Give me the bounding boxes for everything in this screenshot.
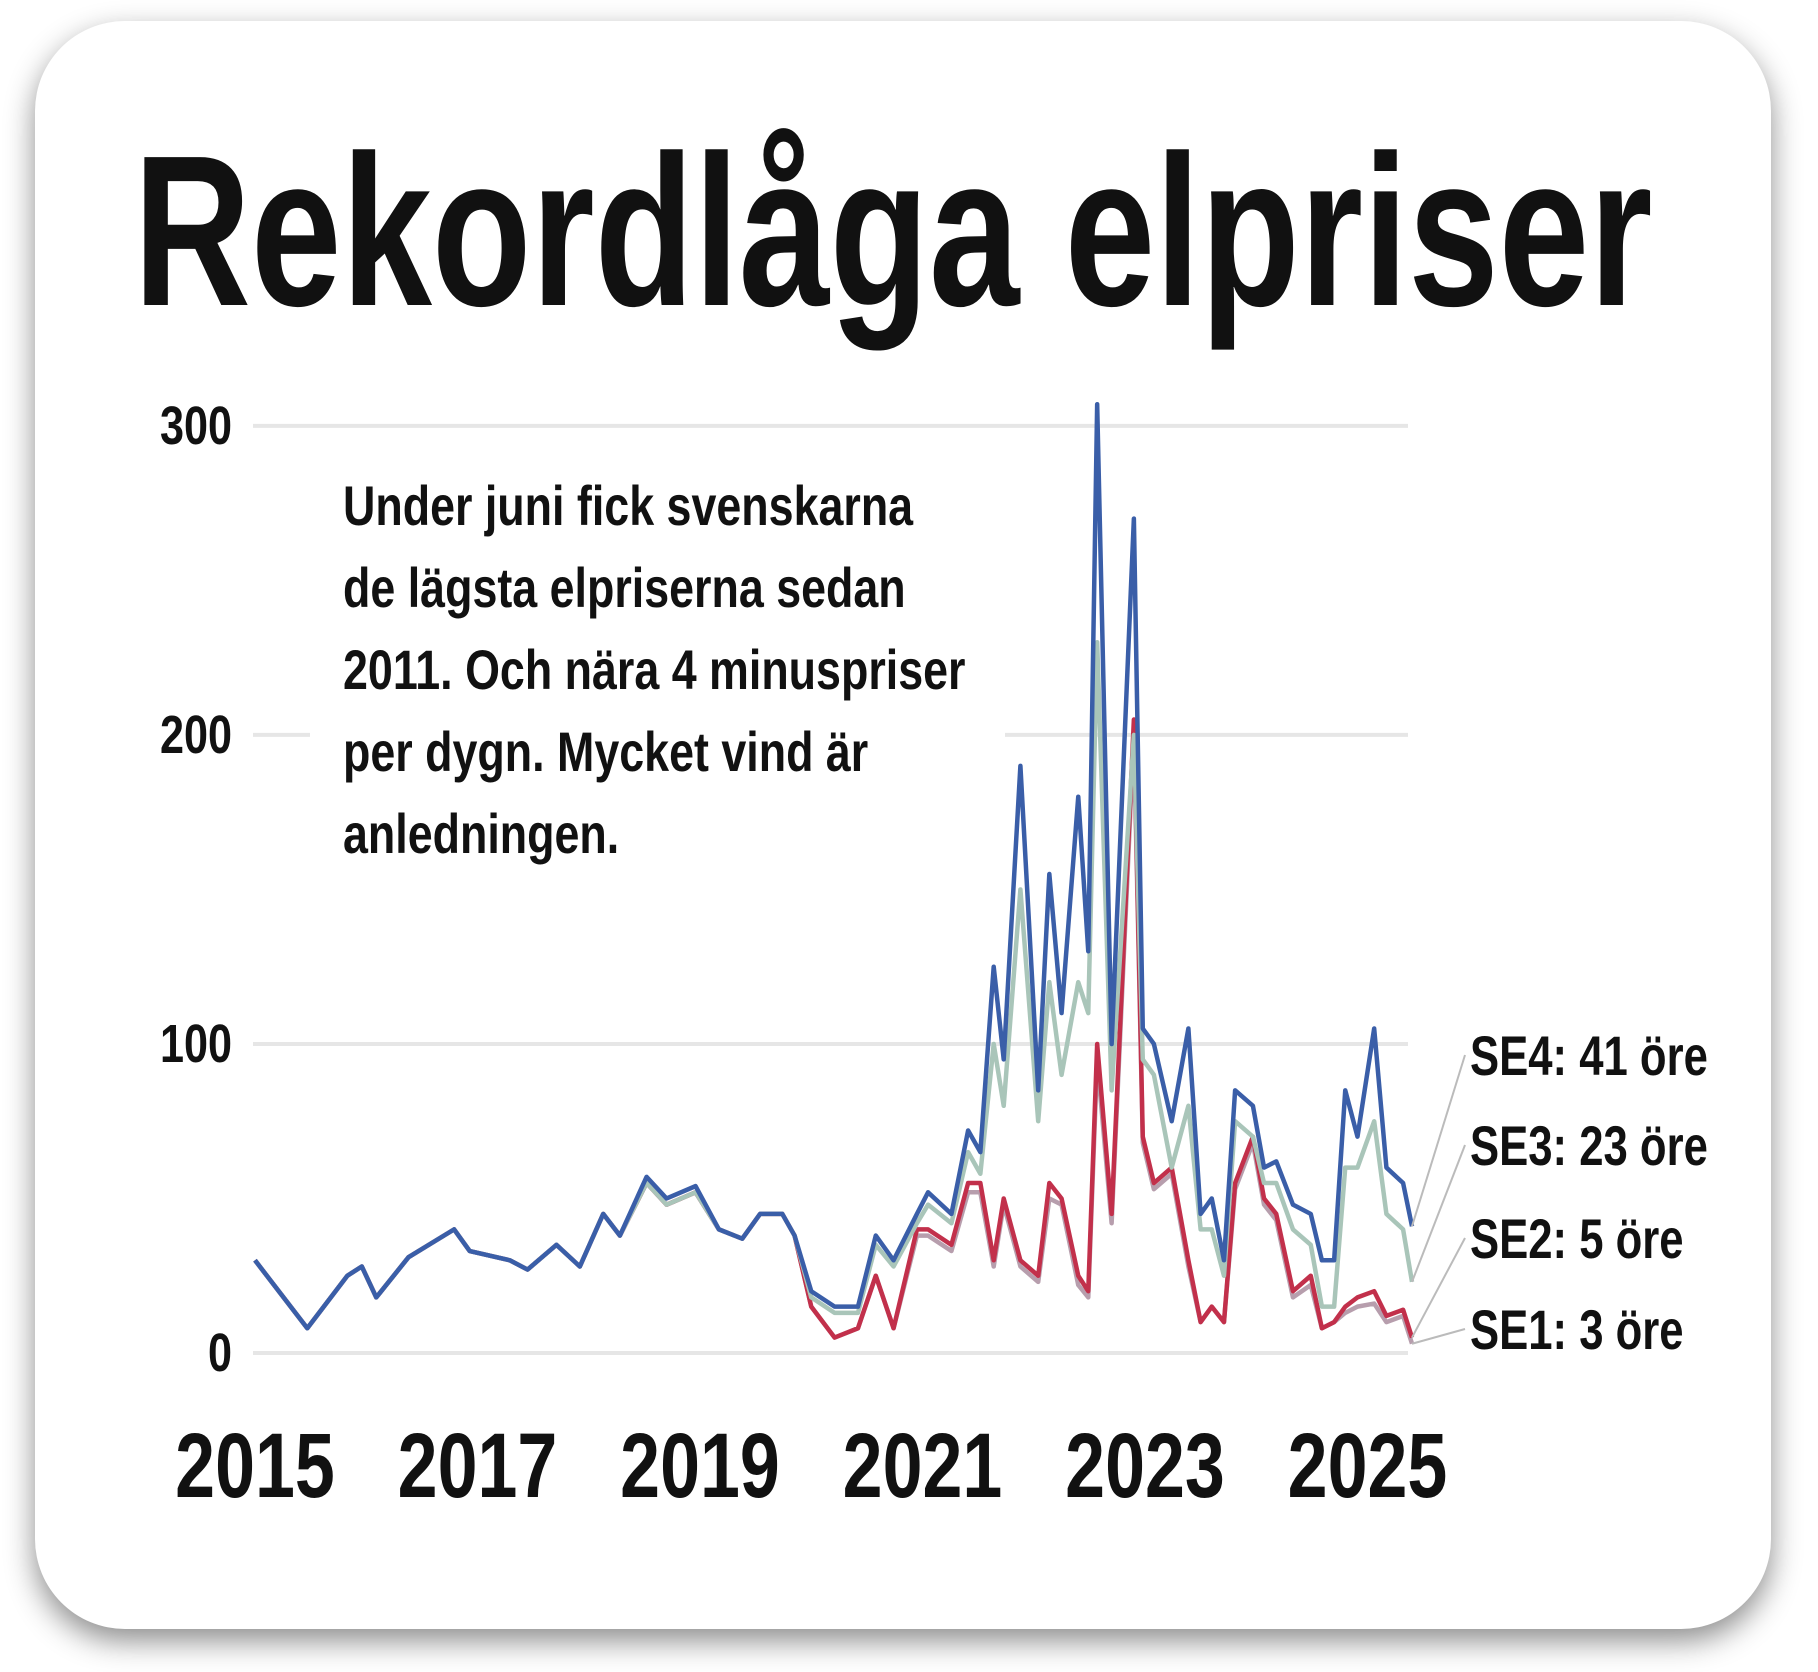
- y-tick-label: 100: [160, 1014, 232, 1074]
- x-tick-label: 2021: [843, 1414, 1003, 1517]
- annotation-line-group: 2011. Och nära 4 minuspriser: [343, 638, 965, 701]
- x-tick-group: 2019: [620, 1414, 780, 1517]
- y-tick-group: 300: [160, 396, 232, 456]
- annotation-line-group: de lägsta elpriserna sedan: [343, 556, 906, 619]
- y-tick-label: 200: [160, 705, 232, 765]
- x-tick-label: 2025: [1288, 1414, 1448, 1517]
- x-tick-label: 2017: [398, 1414, 558, 1517]
- annotation-box: [310, 460, 1005, 870]
- y-tick-label: 300: [160, 396, 232, 456]
- x-tick-group: 2021: [843, 1414, 1003, 1517]
- series-line: [253, 402, 1415, 1331]
- x-tick-label: 2019: [620, 1414, 780, 1517]
- y-tick-group: 100: [160, 1014, 232, 1074]
- x-tick-label: 2023: [1065, 1414, 1225, 1517]
- annotation-line: per dygn. Mycket vind är: [343, 720, 868, 783]
- x-tick-group: 2025: [1288, 1414, 1448, 1517]
- legend-group: SE3: 23 öre: [1470, 1115, 1708, 1177]
- annotation-line-group: per dygn. Mycket vind är: [343, 720, 868, 783]
- legend-label: SE2: 5 öre: [1470, 1208, 1684, 1270]
- x-tick-group: 2017: [398, 1414, 558, 1517]
- annotation-line: Under juni fick svenskarna: [343, 474, 914, 537]
- legend-group: SE1: 3 öre: [1470, 1299, 1684, 1361]
- leader-line: [1411, 1054, 1466, 1227]
- leader-line: [1411, 1144, 1466, 1283]
- annotation-line: de lägsta elpriserna sedan: [343, 556, 906, 619]
- legend-group: SE4: 41 öre: [1470, 1025, 1708, 1087]
- annotation-line: anledningen.: [343, 802, 619, 865]
- annotation-line: 2011. Och nära 4 minuspriser: [343, 638, 965, 701]
- chart-title: Rekordlåga elpriser: [134, 110, 1653, 351]
- y-tick-group: 200: [160, 705, 232, 765]
- x-tick-group: 2023: [1065, 1414, 1225, 1517]
- legend-label: SE4: 41 öre: [1470, 1025, 1708, 1087]
- leader-line: [1411, 1328, 1466, 1345]
- annotation-line-group: anledningen.: [343, 802, 619, 865]
- x-tick-label: 2015: [175, 1414, 335, 1517]
- legend-label: SE3: 23 öre: [1470, 1115, 1708, 1177]
- legend-group: SE2: 5 öre: [1470, 1208, 1684, 1270]
- annotation-line-group: Under juni fick svenskarna: [343, 474, 914, 537]
- x-tick-group: 2015: [175, 1414, 335, 1517]
- legend-label: SE1: 3 öre: [1470, 1299, 1684, 1361]
- y-tick-group: 0: [208, 1324, 232, 1384]
- y-tick-label: 0: [208, 1324, 232, 1384]
- leader-line: [1411, 1237, 1466, 1339]
